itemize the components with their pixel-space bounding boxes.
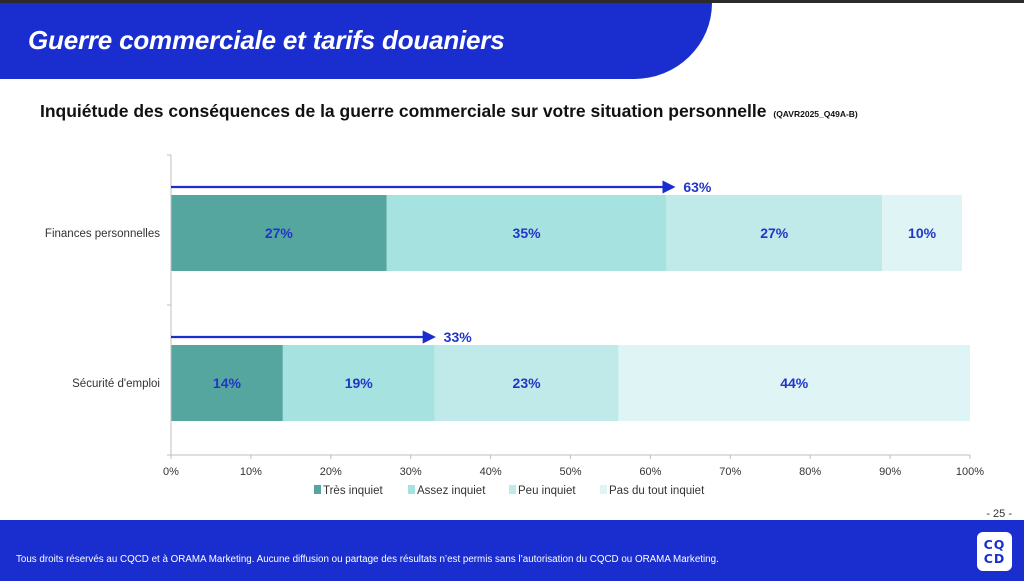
axis-layer: Finances personnelles Sécurité d'emploi 0%…: [45, 154, 984, 478]
cumulative-label: 63%: [683, 179, 712, 195]
x-tick-label: 70%: [719, 466, 741, 478]
bar-segment: [282, 345, 435, 421]
bar-segment: [171, 195, 387, 271]
bar-segment: [434, 345, 619, 421]
annotations-layer: 63% 33%: [171, 179, 712, 345]
stacked-bar-chart: 27% 35% 27% 10% 14% 19% 23% 44% Finances person…: [45, 154, 984, 497]
header-banner: Guerre commerciale et tarifs douaniers: [0, 3, 712, 79]
category-label: Finances personnelles: [45, 228, 160, 240]
legend-swatch: [314, 485, 321, 494]
data-label: 35%: [513, 225, 542, 241]
x-tick-label: 20%: [320, 466, 342, 478]
legend-label: Peu inquiet: [518, 485, 576, 497]
x-tick-label: 80%: [799, 466, 821, 478]
chart-title: Inquiétude des conséquences de la guerre…: [40, 101, 858, 122]
x-tick-label: 100%: [956, 466, 984, 478]
window-top-strip: [0, 0, 1024, 3]
category-label: Sécurité d'emploi: [72, 378, 160, 390]
bar-segment: [171, 345, 283, 421]
data-label: 10%: [908, 225, 937, 241]
question-code: (QAVR2025_Q49A-B): [773, 109, 858, 119]
data-label: 27%: [265, 225, 294, 241]
x-tick-label: 30%: [400, 466, 422, 478]
data-label: 14%: [213, 375, 242, 391]
x-tick-label: 40%: [480, 466, 502, 478]
cumulative-label: 33%: [444, 329, 473, 345]
page-title: Guerre commerciale et tarifs douaniers: [28, 25, 505, 55]
legend-swatch: [509, 485, 516, 494]
legend-label: Assez inquiet: [417, 485, 486, 497]
legend-swatch: [600, 485, 607, 494]
legend-swatch: [408, 485, 415, 494]
data-label: 44%: [780, 375, 809, 391]
x-tick-label: 0%: [163, 466, 179, 478]
logo-line-1: CQ: [983, 536, 1006, 552]
bars-layer: 27% 35% 27% 10% 14% 19% 23% 44%: [171, 195, 970, 421]
x-tick-label: 60%: [639, 466, 661, 478]
legend: Très inquiet Assez inquiet Peu inquiet Pas …: [314, 485, 705, 497]
bar-segment: [618, 345, 970, 421]
logo-line-2: CD: [983, 550, 1006, 566]
copyright-notice: Tous droits réservés au CQCD et à ORAMA …: [16, 554, 719, 565]
x-tick-label: 50%: [559, 466, 581, 478]
legend-item: Assez inquiet: [408, 485, 486, 497]
legend-item: Peu inquiet: [509, 485, 576, 497]
bar-segment: [666, 195, 883, 271]
legend-item: Pas du tout inquiet: [600, 485, 705, 497]
x-tick-label: 10%: [240, 466, 262, 478]
legend-label: Pas du tout inquiet: [609, 485, 705, 497]
bar-segment: [386, 195, 667, 271]
data-label: 19%: [345, 375, 374, 391]
cqcd-logo: CQ CD: [977, 532, 1012, 571]
page-number: - 25 -: [986, 508, 1012, 520]
bar-segment: [882, 195, 963, 271]
data-label: 27%: [760, 225, 789, 241]
data-label: 23%: [513, 375, 542, 391]
legend-item: Très inquiet: [314, 485, 383, 497]
footer-banner: Tous droits réservés au CQCD et à ORAMA …: [0, 520, 1024, 581]
legend-label: Très inquiet: [323, 485, 383, 497]
x-tick-label: 90%: [879, 466, 901, 478]
chart-title-text: Inquiétude des conséquences de la guerre…: [40, 101, 767, 121]
